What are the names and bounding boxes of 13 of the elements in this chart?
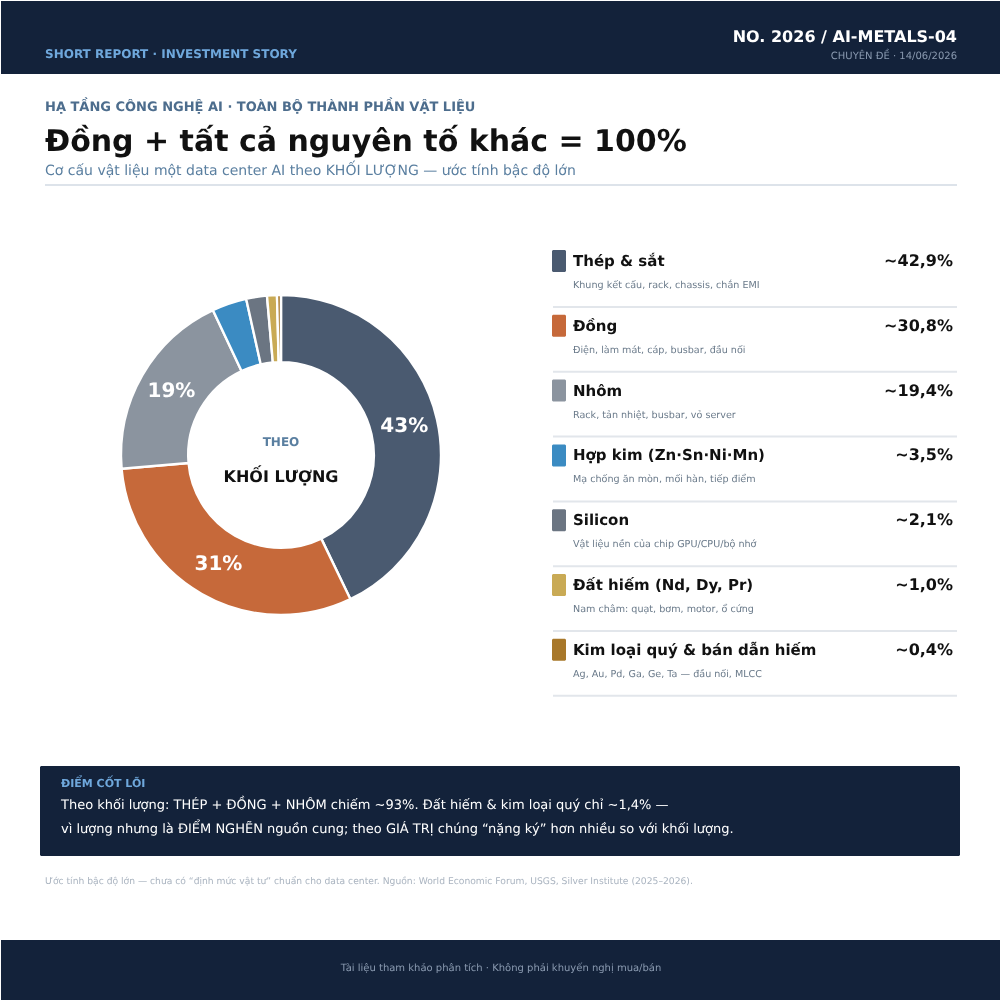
data-label: 19% (147, 380, 196, 403)
text: ~1,0% (895, 576, 953, 594)
text: KHỐI LƯỢNG (223, 464, 339, 486)
text: NO. 2026 / AI-METALS-04 (732, 28, 958, 46)
chart-title: Đồng + tất cả nguyên tố khác = 100% (45, 123, 687, 159)
data-label: 31% (194, 553, 243, 576)
text: ~0,4% (895, 640, 953, 659)
text: ~30,8% (884, 316, 954, 335)
data-label: 43% (380, 415, 429, 438)
text: ~42,9% (884, 252, 954, 270)
text: ~19,4% (884, 381, 954, 400)
text: ~3,5% (895, 446, 953, 465)
text: ~2,1% (895, 511, 953, 530)
